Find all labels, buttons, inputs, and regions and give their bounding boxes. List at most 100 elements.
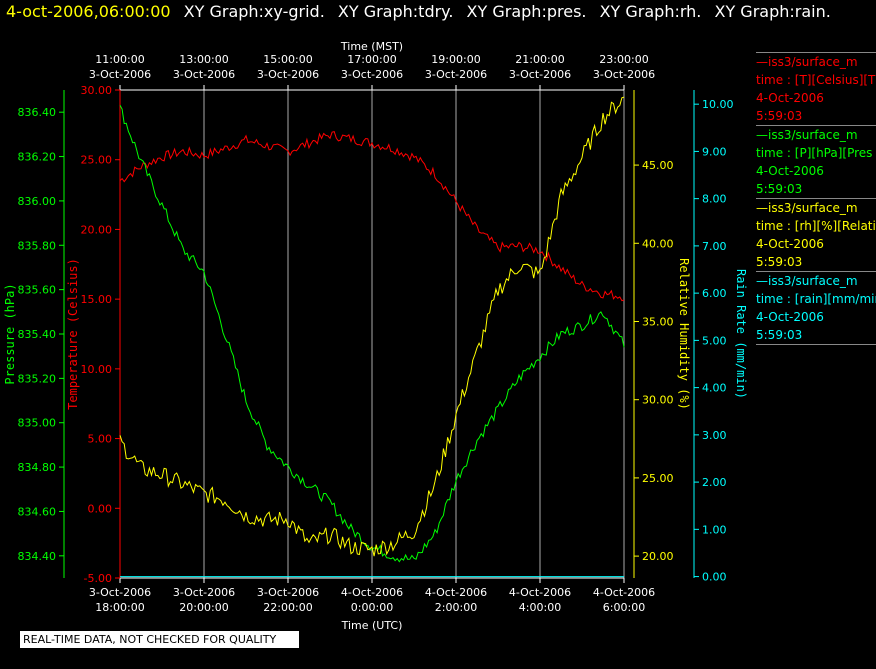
legend-separator [756, 344, 876, 345]
legend-date-rain: 4-Oct-2006 [756, 310, 824, 324]
legend-separator [756, 125, 876, 126]
pressure-tick-label: 835.00 [18, 417, 57, 430]
rain-tick-label: 2.00 [702, 476, 727, 489]
x-bottom-tick-time: 2:00:00 [435, 601, 477, 614]
humidity-tick-label: 35.00 [642, 315, 674, 328]
temperature-tick-label: 15.00 [81, 293, 113, 306]
x-bottom-tick-date: 4-Oct-2006 [593, 586, 655, 599]
x-top-tick-date: 3-Oct-2006 [89, 68, 151, 81]
x-top-tick-time: 15:00:00 [263, 53, 312, 66]
humidity-tick-label: 20.00 [642, 550, 674, 563]
legend-separator [756, 271, 876, 272]
pressure-tick-label: 835.60 [18, 284, 57, 297]
pressure-tick-label: 834.80 [18, 461, 57, 474]
x-top-tick-date: 3-Oct-2006 [173, 68, 235, 81]
temperature-tick-label: 20.00 [81, 223, 113, 236]
humidity-series-line [119, 96, 625, 557]
x-top-axis-label: Time (MST) [340, 40, 403, 53]
humidity-tick-label: 45.00 [642, 159, 674, 172]
temperature-tick-label: 0.00 [88, 502, 113, 515]
x-top-tick-date: 3-Oct-2006 [257, 68, 319, 81]
x-bottom-tick-date: 3-Oct-2006 [257, 586, 319, 599]
x-top-tick-date: 3-Oct-2006 [509, 68, 571, 81]
pressure-tick-label: 836.20 [18, 151, 57, 164]
legend-time-pressure: 5:59:03 [756, 182, 803, 196]
rain-tick-label: 10.00 [702, 98, 734, 111]
temperature-tick-label: 30.00 [81, 84, 113, 97]
current-datetime: 4-oct-2006,06:00:00 [6, 2, 171, 21]
rain-axis-label: Rain Rate (mm/min) [734, 269, 748, 399]
x-top-tick-time: 19:00:00 [431, 53, 480, 66]
temperature-tick-label: 10.00 [81, 363, 113, 376]
legend-name-pressure: —iss3/surface_m [756, 128, 858, 142]
humidity-tick-label: 40.00 [642, 237, 674, 250]
humidity-tick-label: 30.00 [642, 394, 674, 407]
rain-tick-label: 4.00 [702, 382, 727, 395]
pressure-tick-label: 836.40 [18, 106, 57, 119]
rain-tick-label: 5.00 [702, 334, 727, 347]
temperature-axis-label: Temperature (Celsius) [66, 258, 80, 410]
x-bottom-axis-label: Time (UTC) [341, 619, 403, 632]
x-bottom-tick-time: 6:00:00 [603, 601, 645, 614]
title-bar: 4-oct-2006,06:00:00 XY Graph:xy-grid. XY… [6, 2, 831, 21]
x-bottom-tick-time: 22:00:00 [263, 601, 312, 614]
x-top-tick-time: 21:00:00 [515, 53, 564, 66]
rain-tick-label: 0.00 [702, 571, 727, 584]
legend-units-rain: time : [rain][mm/mir [756, 292, 876, 306]
x-top-tick-time: 17:00:00 [347, 53, 396, 66]
x-bottom-tick-time: 0:00:00 [351, 601, 393, 614]
legend-units-humidity: time : [rh][%][Relativ [756, 219, 876, 233]
legend-name-temperature: —iss3/surface_m [756, 55, 858, 69]
tab-tdry[interactable]: XY Graph:tdry. [337, 2, 454, 21]
legend-time-rain: 5:59:03 [756, 328, 803, 342]
temperature-tick-label: 25.00 [81, 154, 113, 167]
legend-date-humidity: 4-Oct-2006 [756, 237, 824, 251]
x-bottom-tick-time: 18:00:00 [95, 601, 144, 614]
rain-tick-label: 1.00 [702, 523, 727, 536]
rain-tick-label: 6.00 [702, 287, 727, 300]
humidity-axis-label: Relative Humidity (%) [677, 258, 691, 410]
tab-pres[interactable]: XY Graph:pres. [466, 2, 587, 21]
x-bottom-tick-date: 3-Oct-2006 [89, 586, 151, 599]
rain-tick-label: 3.00 [702, 429, 727, 442]
legend-time-temperature: 5:59:03 [756, 109, 803, 123]
pressure-series-line [119, 104, 625, 563]
legend-name-rain: —iss3/surface_m [756, 274, 858, 288]
x-bottom-tick-time: 4:00:00 [519, 601, 561, 614]
x-top-tick-time: 13:00:00 [179, 53, 228, 66]
x-top-tick-date: 3-Oct-2006 [341, 68, 403, 81]
temperature-tick-label: 5.00 [88, 433, 113, 446]
pressure-axis-label: Pressure (hPa) [3, 283, 17, 384]
legend-units-temperature: time : [T][Celsius][T [756, 73, 876, 87]
temperature-series-line [119, 130, 625, 302]
rain-tick-label: 9.00 [702, 145, 727, 158]
x-top-tick-date: 3-Oct-2006 [425, 68, 487, 81]
rain-tick-label: 7.00 [702, 240, 727, 253]
tab-xy-grid[interactable]: XY Graph:xy-grid. [183, 2, 325, 21]
legend-name-humidity: —iss3/surface_m [756, 201, 858, 215]
pressure-tick-label: 834.40 [18, 550, 57, 563]
humidity-tick-label: 25.00 [642, 472, 674, 485]
tab-rh[interactable]: XY Graph:rh. [599, 2, 702, 21]
temperature-tick-label: -5.00 [84, 572, 112, 585]
legend-separator [756, 52, 876, 53]
x-top-tick-time: 23:00:00 [599, 53, 648, 66]
pressure-tick-label: 835.40 [18, 328, 57, 341]
pressure-tick-label: 834.60 [18, 505, 57, 518]
rain-tick-label: 8.00 [702, 193, 727, 206]
pressure-tick-label: 836.00 [18, 195, 57, 208]
x-top-tick-date: 3-Oct-2006 [593, 68, 655, 81]
legend-units-pressure: time : [P][hPa][Pres [756, 146, 873, 160]
legend-time-humidity: 5:59:03 [756, 255, 803, 269]
legend-separator [756, 198, 876, 199]
legend-date-pressure: 4-Oct-2006 [756, 164, 824, 178]
x-bottom-tick-date: 4-Oct-2006 [341, 586, 403, 599]
x-bottom-tick-date: 4-Oct-2006 [425, 586, 487, 599]
pressure-tick-label: 835.20 [18, 372, 57, 385]
x-bottom-tick-date: 4-Oct-2006 [509, 586, 571, 599]
x-bottom-tick-date: 3-Oct-2006 [173, 586, 235, 599]
legend-date-temperature: 4-Oct-2006 [756, 91, 824, 105]
quality-note: REAL-TIME DATA, NOT CHECKED FOR QUALITY [20, 631, 299, 648]
tab-rain[interactable]: XY Graph:rain. [714, 2, 831, 21]
